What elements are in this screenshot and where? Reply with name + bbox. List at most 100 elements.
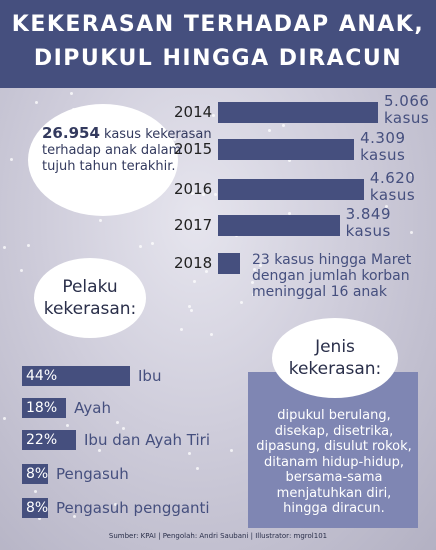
- year-label: 2017: [174, 216, 213, 234]
- jenis-title: Jenis kekerasan:: [272, 336, 398, 380]
- decor-dot: [70, 92, 73, 95]
- pelaku-title-line-1: Pelaku: [62, 277, 118, 297]
- decor-dot: [122, 427, 125, 430]
- year-value-line: kasus: [360, 146, 406, 164]
- decor-dot: [259, 264, 262, 267]
- year-value-line: 4.620: [369, 169, 416, 187]
- pelaku-bar: [22, 366, 130, 386]
- year-label: 2015: [174, 140, 213, 158]
- decor-dot: [35, 101, 38, 104]
- jenis-line: disekap, disetrika,: [274, 423, 394, 439]
- decor-dot: [73, 515, 76, 518]
- decor-dot: [288, 159, 291, 162]
- decor-dot: [102, 472, 105, 475]
- decor-dot: [188, 452, 191, 455]
- jenis-line: dipasung, disulut rokok,: [256, 439, 412, 454]
- year-bar: [218, 139, 355, 160]
- decor-dot: [410, 231, 413, 234]
- total-number: 26.954: [42, 124, 100, 142]
- decor-dot: [190, 309, 193, 312]
- decor-dot: [180, 328, 183, 331]
- year-value-line: 4.309: [360, 129, 406, 147]
- decor-dot: [3, 417, 6, 420]
- decor-dot: [193, 280, 196, 283]
- decor-dot: [362, 154, 365, 157]
- pelaku-bar: [22, 498, 48, 518]
- year-label: 2018: [174, 254, 213, 272]
- pelaku-bar: [22, 398, 67, 418]
- jenis-list: dipukul berulang, disekap, disetrika, di…: [252, 408, 416, 517]
- decor-dot: [410, 173, 413, 176]
- year-value-line: 3.849: [345, 205, 392, 223]
- year-value-line: kasus: [369, 186, 416, 204]
- decor-dot: [139, 245, 142, 248]
- pelaku-bar-value: 18%: [26, 400, 58, 416]
- jenis-bubble: [272, 318, 398, 398]
- year-value-label: 5.066 kasus: [384, 93, 429, 127]
- decor-dot: [188, 305, 191, 308]
- decor-dot: [268, 129, 271, 132]
- decor-dot: [240, 301, 243, 304]
- jenis-box: [248, 372, 418, 528]
- decor-dot: [3, 246, 6, 249]
- title-line-2: DIPUKUL HINGGA DIRACUN: [33, 46, 403, 71]
- pelaku-bar-value: 22%: [26, 432, 58, 448]
- decor-dot: [253, 268, 256, 271]
- decor-dot: [210, 333, 213, 336]
- year-bar: [218, 102, 378, 123]
- jenis-title-line-1: Jenis: [315, 337, 355, 357]
- year-bar: [218, 215, 340, 236]
- pelaku-bar-value: 8%: [26, 466, 49, 482]
- decor-dot: [27, 244, 30, 247]
- year-value-label: 4.620 kasus: [370, 170, 415, 204]
- decor-dot: [202, 193, 205, 196]
- pelaku-bubble: [34, 258, 146, 338]
- jenis-line: hingga diracun.: [283, 501, 385, 516]
- source-credit: Sumber: KPAI | Pengolah: Andri Saubani |…: [108, 532, 328, 540]
- year-value-line: 5.066: [384, 92, 430, 110]
- decor-dot: [116, 421, 119, 424]
- total-text: 26.954 kasus kekerasan terhadap anak dal…: [42, 125, 212, 175]
- decor-dot: [196, 467, 199, 470]
- jenis-title-line-2: kekerasan:: [288, 359, 382, 379]
- decor-dot: [151, 242, 154, 245]
- decor-dot: [38, 517, 41, 520]
- year-label: 2016: [174, 180, 213, 198]
- decor-dot: [99, 219, 102, 222]
- pelaku-bar-value: 8%: [26, 500, 49, 516]
- pelaku-bar: [22, 430, 76, 450]
- decor-dot: [191, 192, 194, 195]
- decor-dot: [10, 158, 13, 161]
- pelaku-title-line-2: kekerasan:: [43, 299, 137, 319]
- total-bubble: [28, 104, 178, 216]
- jenis-line: bersama-sama: [285, 470, 383, 485]
- decor-dot: [34, 490, 37, 493]
- decor-dot: [288, 212, 291, 215]
- pelaku-bar-label: Pengasuh: [56, 465, 129, 483]
- jenis-line: dipukul berulang,: [277, 408, 391, 423]
- year-bar: [218, 253, 240, 274]
- year-bar: [218, 179, 364, 200]
- decor-dot: [212, 114, 215, 117]
- decor-dot: [173, 138, 176, 141]
- jenis-line: ditanam hidup-hidup,: [264, 454, 404, 470]
- decor-dot: [20, 269, 23, 272]
- decor-dot: [252, 293, 255, 296]
- decor-dot: [66, 424, 69, 427]
- decor-dot: [385, 205, 388, 208]
- decor-dot: [114, 503, 117, 506]
- decor-dot: [98, 449, 101, 452]
- title-line-1: KEKERASAN TERHADAP ANAK,: [11, 12, 425, 37]
- note-2018: 23 kasus hingga Maret dengan jumlah korb…: [252, 252, 412, 300]
- year-value-line: kasus: [345, 222, 391, 240]
- year-label: 2014: [174, 103, 213, 121]
- decor-dot: [282, 124, 285, 127]
- year-value-label: 4.309 kasus: [360, 130, 405, 164]
- decor-dot: [205, 270, 208, 273]
- year-value-label: 3.849 kasus: [346, 206, 391, 240]
- decor-dot: [214, 193, 217, 196]
- decor-dot: [230, 449, 233, 452]
- pelaku-bar-label: Ibu dan Ayah Tiri: [84, 431, 210, 449]
- pelaku-bar-label: Pengasuh pengganti: [56, 499, 210, 517]
- jenis-line: menjatuhkan diri,: [276, 485, 392, 501]
